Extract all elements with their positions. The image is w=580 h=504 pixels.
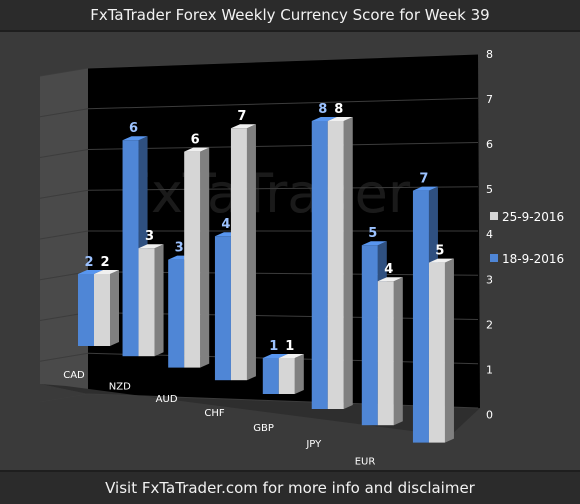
- footer-disclaimer: Visit FxTaTrader.com for more info and d…: [0, 470, 580, 504]
- bar-18-9-2016: [168, 259, 185, 368]
- bar-18-9-2016: [361, 245, 378, 426]
- bar-side-25-9-2016: [294, 354, 304, 394]
- bar-side-25-9-2016: [200, 147, 210, 368]
- bar-18-9-2016: [262, 358, 279, 394]
- bar-side-25-9-2016: [444, 258, 454, 443]
- bar-top-25-9-2016: [278, 354, 304, 358]
- data-label: 5: [435, 244, 444, 259]
- bar-top-25-9-2016: [184, 147, 210, 152]
- bar-side-25-9-2016: [393, 277, 403, 426]
- watermark: FxTaTrader: [120, 162, 411, 225]
- bar-top-18-9-2016: [262, 354, 288, 358]
- data-label: 7: [237, 109, 246, 124]
- y-tick-label: 3: [486, 273, 493, 286]
- y-tick-label: 0: [486, 408, 493, 421]
- category-label: CHF: [204, 408, 225, 419]
- gridline-side: [39, 108, 89, 118]
- bar-side-25-9-2016: [110, 270, 119, 346]
- bar-top-25-9-2016: [230, 124, 256, 129]
- data-label: 8: [334, 102, 343, 117]
- legend-swatch: [490, 254, 498, 262]
- data-label: 3: [145, 229, 154, 244]
- bar-25-9-2016: [184, 151, 201, 368]
- category-label: NZD: [109, 381, 131, 392]
- bar-side-25-9-2016: [246, 124, 256, 381]
- bar-25-9-2016: [278, 358, 295, 394]
- gridline-side: [39, 67, 89, 77]
- data-label: 5: [368, 226, 377, 241]
- bar-25-9-2016: [377, 281, 394, 426]
- bar-18-9-2016: [311, 121, 328, 409]
- data-label: 4: [221, 217, 230, 232]
- bar-25-9-2016: [230, 128, 247, 381]
- data-label: 8: [318, 102, 327, 117]
- gridline-side: [39, 352, 89, 362]
- y-tick-label: 8: [486, 48, 493, 61]
- gridline: [87, 142, 479, 150]
- category-label: JPY: [305, 439, 322, 450]
- bar-top-18-9-2016: [361, 241, 387, 246]
- legend-swatch: [490, 212, 498, 220]
- bar-side-25-9-2016: [343, 117, 353, 409]
- y-tick-label: 2: [486, 318, 493, 331]
- gridline: [87, 53, 479, 69]
- category-label: EUR: [355, 456, 376, 467]
- data-label: 6: [191, 133, 200, 148]
- bar-top-25-9-2016: [138, 244, 164, 249]
- data-label: 2: [100, 255, 109, 270]
- bar-top-25-9-2016: [327, 117, 353, 121]
- bar-top-25-9-2016: [377, 277, 403, 282]
- legend-label: 18-9-2016: [502, 252, 564, 266]
- category-label: CAD: [63, 370, 85, 381]
- bar-top-25-9-2016: [94, 270, 119, 274]
- bar-18-9-2016: [412, 190, 429, 443]
- gridline: [87, 97, 479, 110]
- category-label: GBP: [253, 423, 274, 434]
- gridline-side: [39, 230, 89, 240]
- y-tick-label: 1: [486, 363, 493, 376]
- category-label: AUD: [156, 394, 178, 405]
- chart-title: FxTaTrader Forex Weekly Currency Score f…: [0, 0, 580, 32]
- bar-top-18-9-2016: [122, 136, 148, 141]
- gridline: [87, 186, 479, 191]
- legend-label: 25-9-2016: [502, 210, 564, 224]
- data-label: 4: [384, 262, 393, 277]
- bar-18-9-2016: [78, 274, 94, 346]
- gridline-side: [39, 149, 89, 158]
- bar-25-9-2016: [327, 121, 344, 409]
- y-tick-label: 7: [486, 93, 493, 106]
- data-label: 2: [84, 255, 93, 270]
- y-tick-label: 4: [486, 228, 493, 241]
- bar-top-25-9-2016: [428, 258, 454, 263]
- data-label: 7: [419, 172, 428, 187]
- y-tick-label: 5: [486, 183, 493, 196]
- bar-side-25-9-2016: [154, 244, 164, 357]
- gridline-side: [39, 271, 89, 281]
- data-label: 3: [175, 241, 184, 256]
- bar-25-9-2016: [428, 262, 445, 443]
- bar-top-18-9-2016: [311, 117, 337, 121]
- data-label: 6: [129, 121, 138, 136]
- y-tick-label: 6: [486, 138, 493, 151]
- bar-25-9-2016: [94, 274, 110, 346]
- side-wall: [40, 68, 88, 394]
- bar-25-9-2016: [138, 248, 155, 357]
- bar-top-18-9-2016: [412, 186, 438, 191]
- bar-18-9-2016: [122, 140, 139, 357]
- bar-top-18-9-2016: [78, 270, 103, 274]
- data-label: 1: [285, 339, 294, 354]
- gridline-side: [39, 189, 89, 199]
- bar-18-9-2016: [214, 236, 231, 381]
- gridline-side: [39, 393, 89, 403]
- data-label: 1: [269, 339, 278, 354]
